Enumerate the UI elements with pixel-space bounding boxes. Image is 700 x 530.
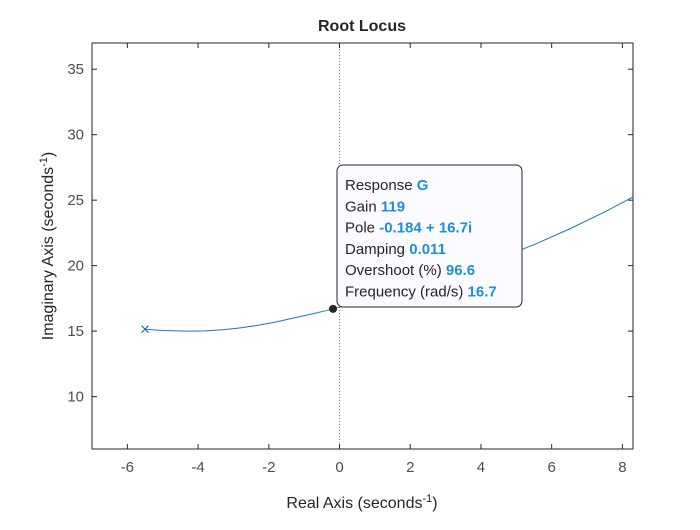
x-tick-label: 4 — [477, 459, 485, 476]
datatip-row: Gain 119 — [345, 198, 405, 215]
y-tick-label: 15 — [67, 323, 84, 340]
datatip-row: Response G — [345, 177, 428, 194]
datatip-row: Overshoot (%) 96.6 — [345, 262, 475, 279]
datatip-label: Damping — [345, 241, 409, 258]
x-axis-label: Real Axis (seconds-1) — [286, 493, 437, 512]
datatip-label: Pole — [345, 220, 379, 237]
y-tick-label: 30 — [67, 127, 84, 144]
datatip-row: Frequency (rad/s) 16.7 — [345, 284, 497, 301]
x-tick-label: -2 — [262, 459, 275, 476]
x-axis-label-text: Real Axis (seconds — [286, 495, 422, 512]
x-axis-label-exponent: -1 — [422, 493, 432, 505]
datatip-value: 16.7 — [468, 284, 497, 301]
datatip-value: G — [417, 177, 429, 194]
datatip-box — [336, 164, 523, 308]
datatip-value: 119 — [381, 198, 405, 215]
y-axis-label: Imaginary Axis (seconds-1) — [38, 152, 57, 341]
open-loop-pole-marker — [141, 325, 149, 334]
y-tick-label: 10 — [67, 389, 84, 406]
x-tick-label: -4 — [191, 459, 204, 476]
datatip-value: -0.184 + 16.7i — [379, 220, 472, 237]
y-tick-label: 35 — [67, 61, 84, 78]
y-axis-label-exponent: -1 — [38, 157, 50, 167]
x-tick-label: 0 — [335, 459, 343, 476]
datatip-value: 0.011 — [409, 241, 446, 258]
datatip-label: Frequency (rad/s) — [345, 284, 468, 301]
y-tick-label: 25 — [67, 192, 84, 209]
datatip-label: Overshoot (%) — [345, 262, 446, 279]
datatip-value: 96.6 — [446, 262, 475, 279]
datatip-label: Response — [345, 177, 417, 194]
datatip-row: Damping 0.011 — [345, 241, 446, 258]
datatip-point[interactable] — [329, 304, 338, 313]
x-tick-label: -6 — [121, 459, 134, 476]
datatip-row: Pole -0.184 + 16.7i — [345, 220, 472, 237]
y-tick-label: 20 — [67, 258, 84, 275]
x-tick-label: 8 — [618, 459, 626, 476]
x-tick-label: 2 — [406, 459, 414, 476]
y-axis-label-text: Imaginary Axis (seconds — [40, 167, 57, 340]
datatip-label: Gain — [345, 198, 381, 215]
x-tick-label: 6 — [548, 459, 556, 476]
chart-title: Root Locus — [318, 18, 406, 35]
